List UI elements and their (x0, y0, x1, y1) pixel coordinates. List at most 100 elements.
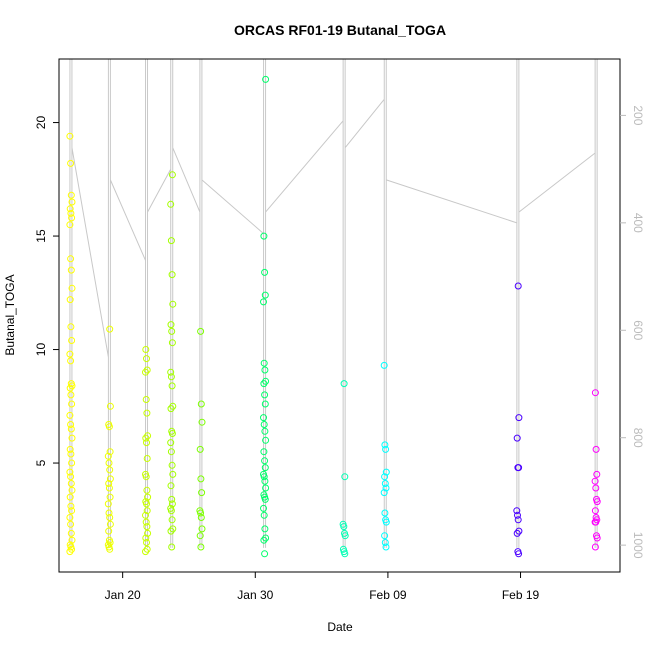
data-point (66, 205, 74, 213)
data-point (260, 359, 268, 367)
data-point (104, 500, 112, 508)
data-point (144, 529, 152, 537)
data-point (106, 448, 114, 456)
y2-tick-label: 800 (631, 428, 645, 448)
data-point (197, 400, 205, 408)
data-point (68, 486, 76, 494)
data-point (340, 523, 348, 531)
data-point (167, 200, 175, 208)
data-point (105, 509, 113, 517)
data-point (382, 468, 390, 476)
data-point (381, 532, 389, 540)
data-point (167, 368, 175, 376)
data-point (262, 75, 270, 83)
data-point (68, 337, 76, 344)
data-point (167, 237, 175, 245)
data-point (143, 539, 150, 546)
data-point (67, 323, 75, 331)
data-point (381, 509, 389, 517)
data-point (591, 543, 599, 551)
data-point (68, 536, 76, 544)
data-point (67, 425, 75, 433)
data-point (260, 298, 267, 306)
y-tick-label: 15 (34, 229, 48, 243)
data-point (513, 434, 521, 442)
data-point (382, 543, 390, 551)
data-point (168, 171, 176, 179)
data-point (261, 525, 269, 533)
data-point (67, 209, 75, 217)
data-point (169, 402, 177, 410)
data-point (261, 391, 269, 399)
data-point (341, 532, 349, 540)
data-point (340, 380, 348, 388)
data-point (143, 507, 151, 515)
data-point (382, 484, 390, 492)
data-point (167, 482, 175, 490)
data-point (515, 414, 523, 422)
data-point (67, 159, 75, 167)
data-point (260, 473, 268, 481)
data-point (197, 514, 205, 521)
data-point (67, 266, 75, 274)
data-point (66, 221, 74, 229)
data-point (105, 423, 113, 431)
data-point (260, 448, 268, 456)
data-point (67, 421, 75, 428)
data-point (593, 534, 601, 542)
data-point (143, 455, 151, 462)
data-point (67, 473, 75, 481)
data-point (592, 445, 600, 453)
data-point (168, 543, 176, 551)
data-point (260, 380, 268, 388)
data-point (68, 507, 76, 515)
data-point (66, 350, 74, 358)
data-point (142, 534, 150, 542)
data-point (167, 321, 175, 329)
data-point (591, 477, 599, 485)
data-point (168, 495, 176, 503)
data-point (196, 532, 204, 540)
data-point (67, 520, 75, 528)
data-point (104, 452, 112, 460)
data-point (66, 445, 74, 453)
data-point (197, 475, 205, 483)
data-point (66, 493, 74, 501)
data-point (105, 459, 113, 467)
data-point (514, 516, 522, 524)
data-point (66, 548, 74, 556)
data-point (169, 470, 177, 478)
data-point (198, 525, 206, 533)
data-point (142, 518, 150, 526)
data-point (167, 527, 175, 535)
data-point (68, 434, 76, 442)
data-point (106, 466, 114, 474)
data-point (167, 439, 175, 447)
data-point (261, 427, 269, 435)
data-point (68, 382, 76, 390)
data-point (68, 198, 76, 206)
data-point (66, 132, 74, 140)
data-point (167, 373, 175, 381)
data-point (144, 432, 152, 440)
data-point (66, 468, 74, 476)
data-point (167, 507, 175, 515)
data-point (168, 271, 176, 279)
data-point (105, 484, 113, 492)
data-point (106, 325, 114, 333)
data-point (197, 327, 205, 335)
data-point (142, 368, 149, 376)
data-point (142, 396, 150, 403)
data-point (142, 434, 150, 442)
data-point (341, 550, 349, 558)
data-point (106, 539, 114, 546)
data-point (381, 473, 389, 481)
data-point (142, 511, 149, 519)
data-point (514, 511, 521, 519)
x-tick-label: Jan 20 (105, 588, 141, 602)
data-point (143, 439, 150, 447)
y2-tick-label: 1000 (631, 532, 645, 559)
data-point (198, 489, 206, 497)
data-point (142, 346, 150, 353)
data-point (106, 514, 114, 521)
